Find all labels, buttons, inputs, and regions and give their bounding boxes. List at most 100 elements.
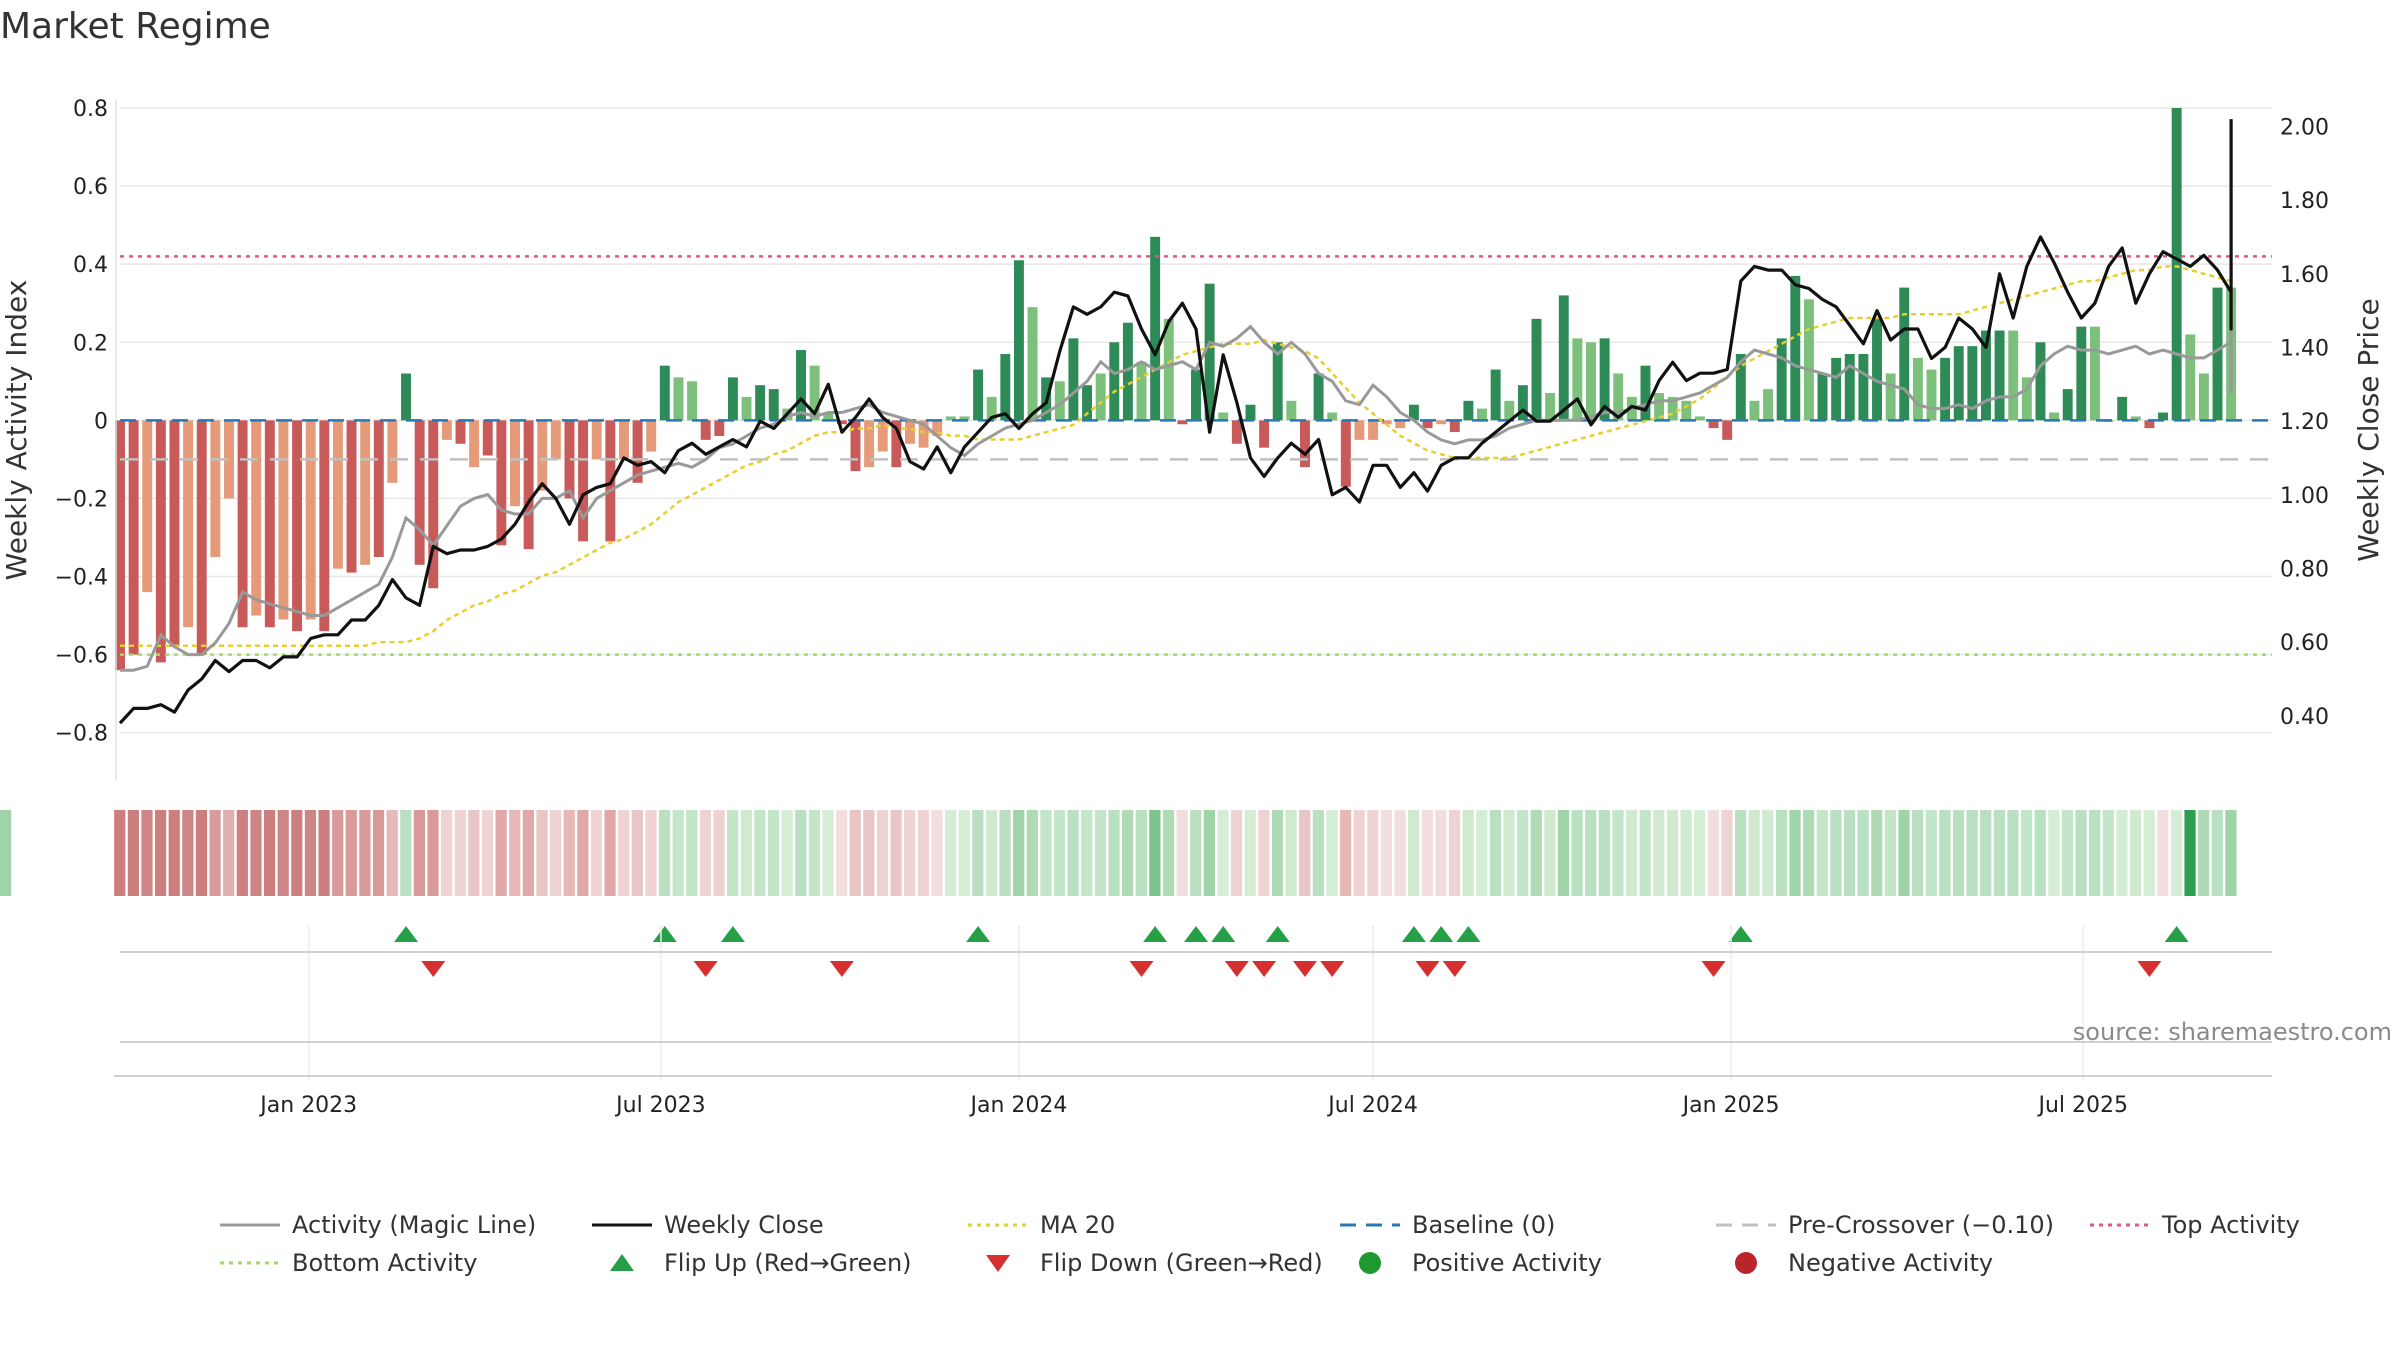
heat-strip-cell xyxy=(141,810,153,896)
heat-strip-cell xyxy=(2007,810,2019,896)
heat-strip-cell xyxy=(1285,810,1297,896)
legend-item: Activity (Magic Line) xyxy=(220,1211,536,1239)
y-left-tick-label: 0.2 xyxy=(73,331,108,356)
heat-strip-cell xyxy=(713,810,725,896)
heat-strip-cell xyxy=(182,810,194,896)
weekly-close-line xyxy=(118,119,2233,725)
y-right-tick-label: 1.40 xyxy=(2280,336,2329,361)
heat-strip-cell xyxy=(1081,810,1093,896)
heat-strip-cell xyxy=(2143,810,2155,896)
heat-strip-cell xyxy=(250,810,262,896)
heat-strip-cell xyxy=(481,810,494,896)
activity-bar xyxy=(959,416,970,421)
flip-up-marker xyxy=(652,926,677,942)
heat-strip-cell xyxy=(849,810,861,896)
y-right-tick-label: 1.20 xyxy=(2280,410,2329,435)
heat-strip-cell xyxy=(536,810,548,896)
activity-bar xyxy=(1844,353,1855,421)
y-left-tick-label: −0.2 xyxy=(55,487,108,512)
flip-down-marker xyxy=(2137,961,2162,977)
y-left-tick-label: −0.8 xyxy=(55,722,108,747)
heat-strip-cell xyxy=(386,810,398,896)
y-right-tick-label: 0.60 xyxy=(2280,631,2329,656)
activity-bar xyxy=(278,420,289,620)
activity-bar xyxy=(1776,338,1787,421)
activity-bar xyxy=(836,420,847,425)
heat-strip-cell xyxy=(1734,810,1747,896)
x-tick-label: Jul 2024 xyxy=(1326,1093,1418,1118)
activity-bar xyxy=(210,420,221,557)
heat-strip-cell xyxy=(1326,810,1338,896)
activity-bar xyxy=(115,420,125,671)
flip-down-marker xyxy=(1320,961,1345,977)
activity-bar xyxy=(1640,365,1651,421)
activity-bar xyxy=(305,420,316,620)
heat-strip-cell xyxy=(1244,810,1256,896)
activity-bar xyxy=(387,420,398,483)
flip-up-marker xyxy=(394,926,419,942)
activity-bar xyxy=(796,350,806,421)
activity-bar xyxy=(1722,420,1733,440)
activity-bar xyxy=(2185,334,2196,421)
heat-strip-cell xyxy=(1762,810,1774,896)
legend-item: Flip Up (Red→Green) xyxy=(610,1249,912,1277)
activity-bar xyxy=(251,420,262,616)
heat-strip-cell xyxy=(1666,810,1679,896)
heat-strip-cell xyxy=(304,810,317,896)
heat-strip-cell xyxy=(1898,810,1910,896)
heat-strip-cell xyxy=(413,810,425,896)
heat-strip-cell xyxy=(1843,810,1856,896)
activity-bar xyxy=(1586,342,1596,421)
heat-strip-cell xyxy=(727,810,739,896)
heat-strip-cell xyxy=(754,810,766,896)
activity-bar xyxy=(1763,389,1774,421)
heat-strip-cell xyxy=(1421,810,1433,896)
flip-down-marker xyxy=(1292,961,1317,977)
activity-bar xyxy=(1381,420,1392,425)
activity-bar xyxy=(1150,236,1161,421)
activity-bar xyxy=(1681,400,1692,421)
activity-bar xyxy=(768,389,779,421)
activity-bar xyxy=(1395,420,1406,429)
activity-bar xyxy=(1191,369,1201,421)
heat-strip-cell xyxy=(944,810,957,896)
activity-bar xyxy=(687,381,698,421)
heat-strip-cell xyxy=(1612,810,1624,896)
heat-strip-cell xyxy=(1258,810,1270,896)
heat-strip-cell xyxy=(127,810,139,896)
activity-bar xyxy=(1204,283,1215,421)
y-left-tick-label: −0.6 xyxy=(55,644,108,669)
activity-bar xyxy=(564,420,575,499)
activity-bar xyxy=(1109,342,1120,421)
activity-bar xyxy=(2049,412,2060,421)
legend-label: Activity (Magic Line) xyxy=(292,1211,536,1239)
heat-strip-cell xyxy=(1503,810,1515,896)
heat-strip-cell xyxy=(1135,810,1147,896)
legend-item: Bottom Activity xyxy=(220,1249,477,1277)
heat-strip-cell xyxy=(863,810,875,896)
activity-bar xyxy=(1490,369,1501,421)
activity-bar xyxy=(1477,408,1487,421)
flip-up-marker xyxy=(1728,926,1753,942)
legend-item: Pre-Crossover (−0.10) xyxy=(1716,1211,2054,1239)
heat-strip-cell xyxy=(890,810,902,896)
bar-layer xyxy=(115,108,2237,671)
activity-bar xyxy=(1286,400,1297,421)
flip-down-marker xyxy=(1129,961,1154,977)
reference-lines xyxy=(120,255,2272,656)
heat-strip-cell xyxy=(495,810,507,896)
activity-bar xyxy=(673,377,684,421)
activity-bar xyxy=(1245,404,1256,421)
activity-bar xyxy=(1517,385,1528,421)
heat-strip-cell xyxy=(876,810,889,896)
legend-label: Pre-Crossover (−0.10) xyxy=(1788,1211,2054,1239)
heat-strip-cell xyxy=(1912,810,1924,896)
activity-bar xyxy=(823,412,834,421)
x-axis: Jan 2023 Jul 2023 Jan 2024 Jul 2024 Jan 2025… xyxy=(114,925,2272,1118)
flip-down-marker xyxy=(829,961,854,977)
heat-strip-cell xyxy=(2184,810,2196,896)
activity-bar xyxy=(292,420,303,632)
activity-bar xyxy=(523,420,534,550)
activity-bar xyxy=(1667,396,1678,421)
